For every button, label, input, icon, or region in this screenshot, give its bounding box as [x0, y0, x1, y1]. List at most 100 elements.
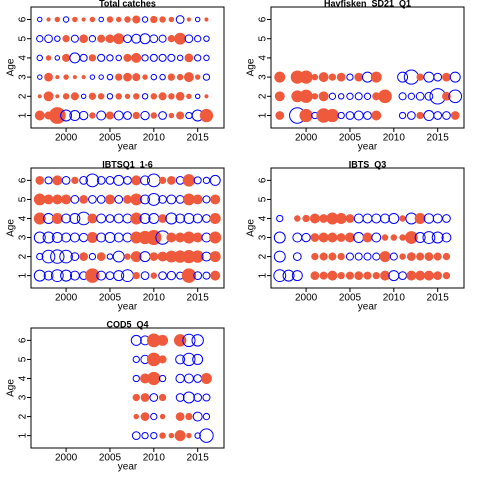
- bubble: [139, 212, 151, 224]
- bubble: [353, 110, 364, 121]
- bubble: [276, 214, 284, 223]
- bubble: [310, 233, 320, 242]
- bubble: [302, 214, 310, 223]
- bubble: [150, 112, 158, 119]
- bubble: [192, 232, 203, 243]
- bubble: [390, 234, 398, 241]
- bubble: [185, 111, 193, 120]
- bubble: [48, 107, 66, 124]
- bubble: [299, 108, 313, 123]
- bubble: [71, 176, 79, 185]
- y-tick-label: 1: [258, 112, 269, 118]
- bubble: [96, 176, 106, 185]
- y-tick-label: 3: [18, 394, 29, 400]
- y-tick-label: 2: [258, 253, 269, 259]
- bubble: [442, 271, 451, 280]
- bubble: [141, 93, 149, 100]
- bubble: [416, 252, 425, 261]
- bubble: [182, 333, 196, 348]
- panel-title: COD5_Q4: [106, 319, 148, 329]
- x-tick-label: 2010: [143, 133, 166, 144]
- panel-title: Havfisken_SD21_Q1: [324, 0, 411, 8]
- bubble: [158, 92, 167, 101]
- bubble: [422, 231, 436, 244]
- bubble: [318, 232, 329, 243]
- bubble: [149, 34, 159, 44]
- y-axis-label: Age: [246, 58, 257, 76]
- bubble: [202, 176, 211, 185]
- bubble: [328, 73, 337, 81]
- bubble: [423, 270, 434, 281]
- bubble: [43, 270, 54, 281]
- bubble: [115, 16, 122, 23]
- bubble: [414, 212, 426, 224]
- bubble: [192, 353, 204, 365]
- bubble: [194, 432, 201, 439]
- bubble: [35, 176, 45, 185]
- panel-title: Total catches: [99, 0, 156, 8]
- bubble: [62, 93, 70, 100]
- bubble: [327, 270, 338, 281]
- bubble: [159, 16, 166, 23]
- bubble: [43, 91, 54, 102]
- bubble: [299, 70, 313, 84]
- y-tick-label: 3: [18, 74, 29, 80]
- bubble: [318, 91, 329, 102]
- y-tick-label: 4: [18, 55, 29, 61]
- bubble: [327, 232, 338, 243]
- bubble: [140, 110, 150, 121]
- bubble: [185, 412, 193, 421]
- bubble: [301, 232, 311, 243]
- bubble: [397, 71, 409, 83]
- y-tick-label: 2: [258, 93, 269, 99]
- bubble: [345, 214, 355, 223]
- bubble: [70, 195, 80, 204]
- bubble: [131, 431, 141, 440]
- y-tick-label: 4: [18, 215, 29, 221]
- bubble: [140, 175, 151, 186]
- bubble: [311, 93, 319, 100]
- x-tick-label: 2010: [383, 293, 406, 304]
- bubble: [345, 111, 355, 120]
- bubble: [209, 212, 221, 224]
- bubble: [42, 231, 55, 244]
- x-tick-label: 2015: [187, 453, 210, 464]
- bubble: [61, 213, 72, 224]
- bubble: [158, 374, 167, 383]
- bubble: [70, 34, 79, 43]
- bubble: [158, 34, 167, 43]
- bubble: [183, 72, 194, 83]
- bubble: [115, 73, 123, 81]
- bubble: [441, 232, 452, 243]
- bubble: [204, 94, 209, 99]
- bubble: [62, 53, 71, 62]
- bubble: [157, 334, 169, 346]
- bubble: [431, 231, 444, 244]
- bubble: [159, 73, 166, 81]
- bubble: [146, 352, 161, 367]
- bubble: [113, 174, 125, 186]
- bubble: [192, 194, 203, 205]
- bubble: [309, 213, 320, 224]
- x-tick-label: 2010: [383, 133, 406, 144]
- bubble: [379, 251, 391, 263]
- bubble: [273, 269, 287, 283]
- bubble: [79, 195, 89, 204]
- x-tick-label: 2000: [295, 293, 318, 304]
- bubble: [378, 89, 392, 104]
- bubble: [86, 232, 98, 244]
- bubble: [175, 91, 185, 101]
- bubble: [88, 252, 97, 261]
- bubble: [310, 271, 320, 280]
- bubble: [363, 252, 372, 261]
- y-axis-label: Age: [6, 379, 17, 397]
- bubble: [176, 54, 184, 62]
- bubble: [175, 412, 185, 421]
- bubble: [78, 232, 89, 243]
- bubble: [335, 212, 347, 224]
- bubble: [150, 15, 158, 24]
- bubble: [294, 215, 301, 222]
- x-tick-label: 2000: [295, 133, 318, 144]
- bubble: [123, 34, 132, 44]
